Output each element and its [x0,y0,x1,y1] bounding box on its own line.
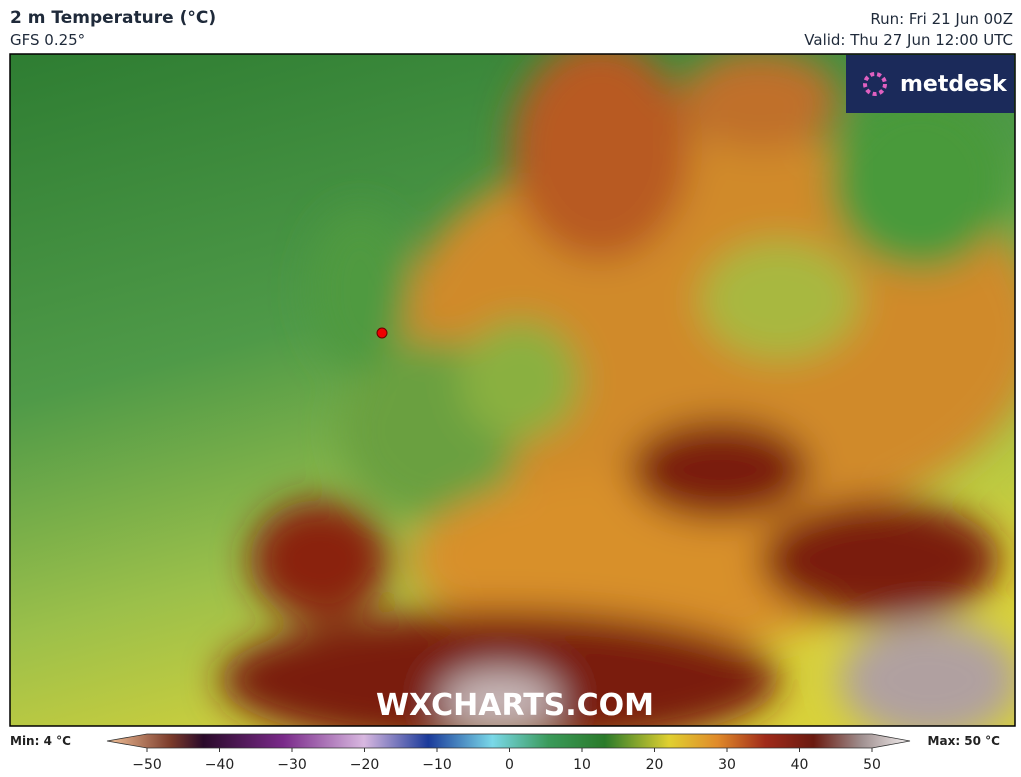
colorbar-tick-label: 50 [863,757,881,773]
model-name: GFS 0.25° [10,31,86,49]
colorbar-tick-label: 30 [718,757,736,773]
valid-time: Valid: Thu 27 Jun 12:00 UTC [804,31,1013,49]
colorbar-tick-label: 10 [573,757,591,773]
min-label: Min: 4 °C [10,734,71,748]
location-marker [376,327,388,339]
logo-box [846,55,1014,113]
colorbar [106,733,911,749]
colorbar-tick-label: −10 [422,757,452,773]
colorbar-tick-label: −30 [277,757,307,773]
colorbar-tick-label: 20 [646,757,664,773]
temperature-field [10,54,1015,726]
colorbar-tick-label: 40 [791,757,809,773]
run-time: Run: Fri 21 Jun 00Z [870,10,1013,28]
colorbar-tick-label: −50 [132,757,162,773]
colorbar-tick-label: 0 [505,757,514,773]
max-label: Max: 50 °C [928,734,1001,748]
watermark: WXCHARTS.COM [376,688,654,723]
colorbar-tick-label: −20 [350,757,380,773]
colorbar-tick-label: −40 [205,757,235,773]
logo: metdesk [900,72,1008,97]
map-title: 2 m Temperature (°C) [10,8,217,28]
